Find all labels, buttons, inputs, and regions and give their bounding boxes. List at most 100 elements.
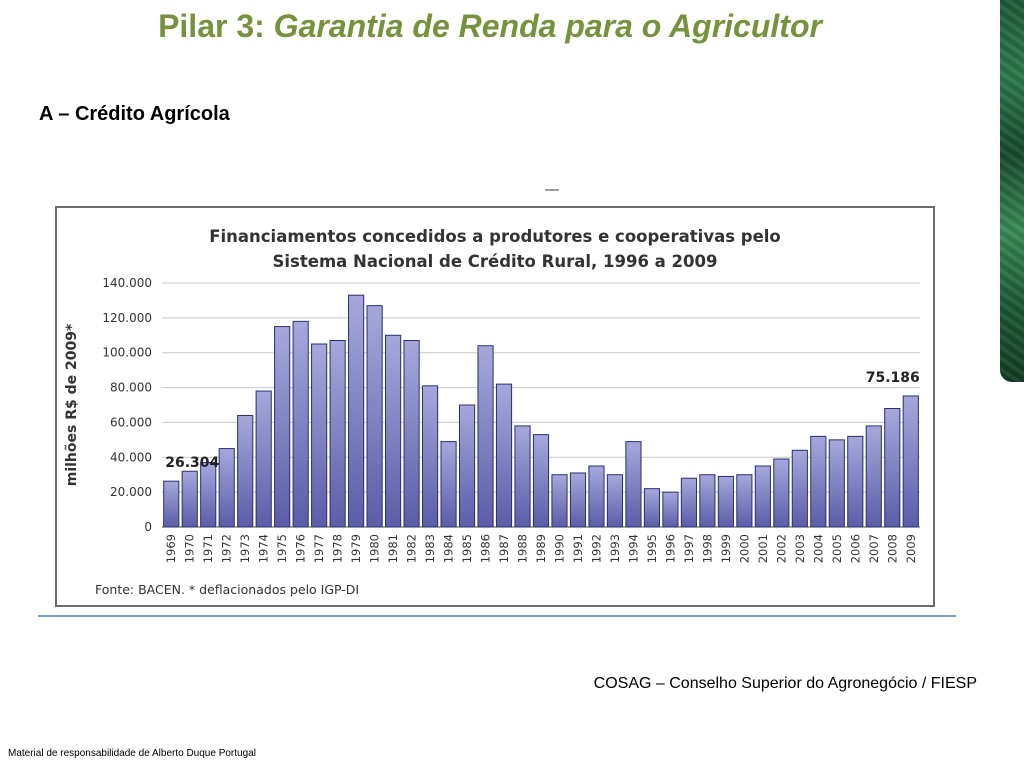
x-tick-label: 1976 <box>294 534 308 563</box>
x-tick-label: 1995 <box>645 534 659 563</box>
x-tick-label: 1994 <box>626 534 640 563</box>
y-axis-title: milhões R$ de 2009* <box>64 323 80 486</box>
x-tick-label: 2000 <box>737 534 751 563</box>
bar-1985 <box>458 404 476 528</box>
decorative-leaf-strip <box>1000 0 1024 382</box>
bar-1984 <box>440 441 457 528</box>
bar-1979 <box>348 294 365 528</box>
bar-1983 <box>421 385 439 528</box>
bar-1969 <box>163 480 180 528</box>
x-tick-label: 1990 <box>552 534 566 563</box>
bar-1989 <box>532 434 550 528</box>
bar-1988 <box>514 425 531 528</box>
bar-1975 <box>274 326 291 528</box>
x-tick-label: 1977 <box>312 534 326 563</box>
y-tick-label: 140.000 <box>102 276 152 290</box>
bar-2000 <box>736 474 753 528</box>
source-note: Fonte: BACEN. * deflacionados pelo IGP-D… <box>95 582 359 597</box>
title-italic: Garantia de Renda para o Agricultor <box>273 8 822 44</box>
footer-text: Material de responsabilidade de Alberto … <box>8 748 256 759</box>
x-tick-label: 1979 <box>349 534 363 563</box>
x-tick-label: 1978 <box>331 534 345 563</box>
y-tick-label: 0 <box>144 520 152 534</box>
slide-title: Pilar 3: Garantia de Renda para o Agricu… <box>0 8 980 45</box>
bar-1982 <box>403 340 420 528</box>
x-tick-label: 1981 <box>386 534 400 563</box>
x-tick-label: 1975 <box>275 534 289 563</box>
bar-1995 <box>643 488 661 528</box>
bar-2004 <box>810 435 827 528</box>
bar-1999 <box>717 475 734 528</box>
chart-title-line: Sistema Nacional de Crédito Rural, 1996 … <box>273 252 718 271</box>
y-tick-label: 60.000 <box>110 415 152 429</box>
bar-1993 <box>606 474 624 528</box>
chart-title-line: Financiamentos concedidos a produtores e… <box>209 227 781 246</box>
x-tick-label: 2003 <box>793 534 807 563</box>
chart-title: Financiamentos concedidos a produtores e… <box>209 227 781 271</box>
y-tick-label: 20.000 <box>110 485 152 499</box>
annotation-1969: 26.304 <box>165 455 219 471</box>
title-prefix: Pilar 3: <box>158 8 265 44</box>
x-tick-label: 1989 <box>534 534 548 563</box>
bar-1972 <box>218 448 235 528</box>
x-tick-label: 2008 <box>885 534 899 563</box>
bar-1991 <box>569 472 587 528</box>
chart-frame: Financiamentos concedidos a produtores e… <box>55 206 935 607</box>
bar-1976 <box>292 320 309 528</box>
bar-1987 <box>495 383 513 528</box>
x-tick-label: 1983 <box>423 534 437 563</box>
bar-chart: Financiamentos concedidos a produtores e… <box>64 227 920 597</box>
x-tick-label: 1999 <box>719 534 733 563</box>
bar-1986 <box>477 345 494 528</box>
x-tick-label: 2001 <box>756 534 770 563</box>
bar-2009 <box>902 395 919 528</box>
bar-1974 <box>255 390 272 528</box>
bar-2007 <box>865 425 882 528</box>
bar-1994 <box>625 441 642 528</box>
bar-1998 <box>699 474 716 528</box>
x-tick-label: 1993 <box>608 534 622 563</box>
x-tick-label: 2007 <box>867 534 881 563</box>
bar-1977 <box>311 343 328 528</box>
x-tick-label: 1986 <box>479 534 493 563</box>
bar-1990 <box>551 474 568 528</box>
x-tick-label: 1969 <box>164 534 178 563</box>
x-tick-label: 1988 <box>516 534 530 563</box>
x-tick-label: 1997 <box>682 534 696 563</box>
x-tick-label: 2009 <box>904 534 918 563</box>
bar-1996 <box>662 491 679 528</box>
annotations: 26.304 75.186 <box>165 370 920 471</box>
x-tick-label: 1987 <box>497 534 511 563</box>
x-tick-label: 1996 <box>663 534 677 563</box>
x-tick-label: 2002 <box>774 534 788 563</box>
x-tick-label: 1985 <box>460 534 474 563</box>
bar-1980 <box>366 305 383 528</box>
bar-1971 <box>200 462 217 528</box>
bar-2005 <box>828 439 845 528</box>
x-tick-label: 1991 <box>571 534 585 563</box>
x-tick-label: 2006 <box>848 534 862 563</box>
x-tick-label: 1982 <box>405 534 419 563</box>
x-tick-label: 1970 <box>183 534 197 563</box>
bar-1970 <box>181 470 198 528</box>
bar-2002 <box>773 458 790 528</box>
y-tick-label: 100.000 <box>102 346 152 360</box>
x-tick-label: 1974 <box>257 534 271 563</box>
x-tick-label: 1971 <box>201 534 215 563</box>
x-tick-label: 1984 <box>442 534 456 563</box>
chart-top-mark <box>545 189 559 191</box>
bar-1973 <box>237 414 254 528</box>
x-tick-label: 2005 <box>830 534 844 563</box>
annotation-2009: 75.186 <box>866 370 920 386</box>
y-tick-label: 40.000 <box>110 450 152 464</box>
x-tick-label: 1992 <box>589 534 603 563</box>
y-tick-label: 80.000 <box>110 381 152 395</box>
x-tick-label: 1980 <box>368 534 382 563</box>
credit-text: COSAG – Conselho Superior do Agronegócio… <box>593 675 977 692</box>
x-axis-labels: 1969 1970 1971 1972 1973 1974 1975 1976 1977 1978… <box>164 534 918 563</box>
bar-1997 <box>680 477 697 528</box>
bars <box>163 294 919 528</box>
bar-2006 <box>847 435 864 528</box>
bar-1978 <box>329 340 346 528</box>
section-subtitle: A – Crédito Agrícola <box>39 103 230 125</box>
